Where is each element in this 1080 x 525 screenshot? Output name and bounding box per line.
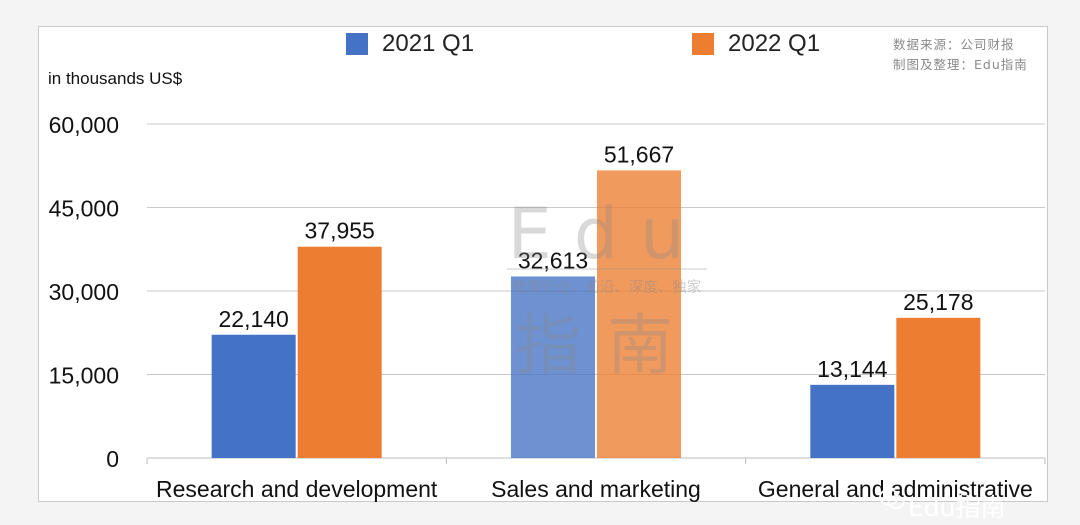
- y-tick-label: 15,000: [49, 363, 119, 389]
- data-label: 13,144: [817, 356, 888, 382]
- wechat-icon: [879, 488, 905, 509]
- data-label: 51,667: [604, 141, 674, 167]
- data-label: 32,613: [518, 247, 588, 273]
- data-label: 37,955: [304, 218, 374, 244]
- y-axis-unit-label: in thousands US$: [48, 69, 183, 88]
- data-label: 22,140: [218, 306, 288, 332]
- bar: [511, 276, 595, 458]
- legend-swatch-2021-q1: [346, 33, 368, 55]
- watermark-subtitle: 教育行业，前沿、深度、独家: [513, 279, 702, 296]
- x-category-label: Sales and marketing: [491, 476, 701, 502]
- legend-item-2022-q1: 2022 Q1: [692, 30, 820, 58]
- x-category-label: Research and development: [156, 476, 438, 502]
- legend-swatch-2022-q1: [692, 33, 714, 55]
- y-tick-label: 30,000: [49, 279, 119, 305]
- brand-name: Edu指南: [908, 493, 1006, 522]
- watermark-chinese: 指南: [515, 307, 699, 384]
- y-tick-label: 0: [106, 446, 119, 472]
- bar: [597, 170, 681, 459]
- source-note-line2: 制图及整理：Edu指南: [893, 57, 1028, 72]
- watermark-title: Edu: [507, 193, 706, 275]
- source-note-line1: 数据来源：公司财报: [893, 37, 1015, 52]
- legend-label-2021-q1: 2021 Q1: [382, 30, 475, 57]
- y-tick-label: 60,000: [49, 112, 119, 138]
- bar: [810, 384, 895, 458]
- x-category-label: General and administrative: [758, 476, 1033, 502]
- legend-item-2021-q1: 2021 Q1: [346, 30, 474, 58]
- data-label: 25,178: [903, 289, 973, 315]
- legend-label-2022-q1: 2022 Q1: [728, 30, 821, 57]
- bar: [297, 246, 382, 458]
- y-tick-label: 45,000: [49, 196, 119, 222]
- bar: [896, 317, 981, 458]
- bar: [211, 334, 296, 458]
